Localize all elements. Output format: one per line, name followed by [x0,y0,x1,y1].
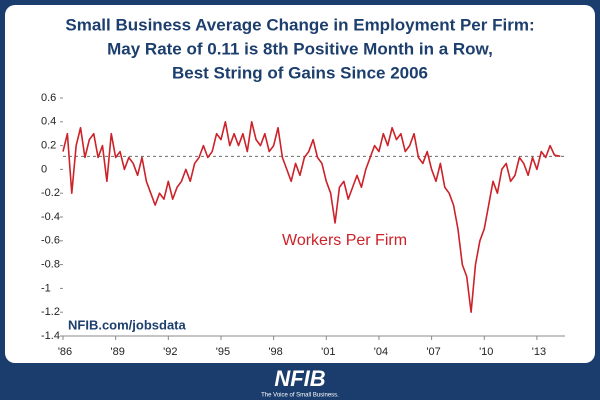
y-tick-label: 0 [41,163,47,175]
y-tick-label: -1 [41,282,51,294]
x-tick-label: '04 [374,346,388,358]
x-tick-label: '95 [216,346,230,358]
y-tick-label: -0.4 [41,211,60,223]
x-tick-label: '13 [532,346,546,358]
x-tick-label: '89 [110,346,124,358]
y-tick-label: -0.8 [41,259,60,271]
y-tick-label: 0.2 [41,140,56,152]
x-tick-label: '01 [321,346,335,358]
source-note: NFIB.com/jobsdata [68,317,187,332]
chart-title: Best String of Gains Since 2006 [172,63,428,82]
y-tick-label: -1.4 [41,330,60,342]
y-tick-label: 0.6 [41,92,56,104]
chart-title: Small Business Average Change in Employm… [65,15,534,34]
y-tick-label: 0.4 [41,116,56,128]
y-tick-label: -1.2 [41,306,60,318]
x-tick-label: '10 [479,346,493,358]
y-tick-label: -0.2 [41,187,60,199]
x-tick-label: '07 [426,346,440,358]
chart-title: May Rate of 0.11 is 8th Positive Month i… [107,39,493,58]
logo: NFIB [274,366,325,391]
series-label: Workers Per Firm [282,232,407,249]
x-tick-label: '98 [268,346,282,358]
x-tick-label: '92 [163,346,177,358]
tagline: The Voice of Small Business. [261,393,339,399]
x-tick-label: '86 [58,346,72,358]
data-line [62,121,561,313]
y-tick-label: -0.6 [41,235,60,247]
panel [5,5,595,363]
